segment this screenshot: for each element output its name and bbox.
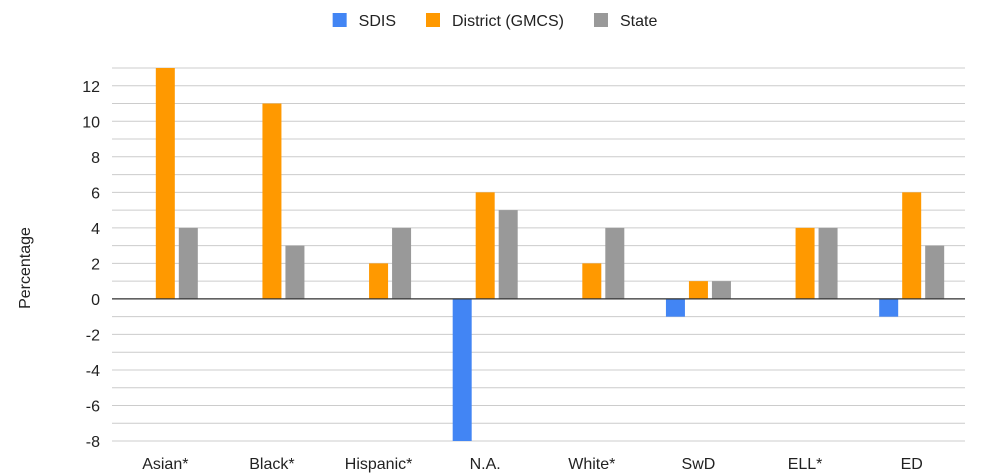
bar-district-gmcs xyxy=(688,281,708,299)
bar-district-gmcs xyxy=(902,192,922,299)
x-tick-label: N.A. xyxy=(470,456,501,473)
x-tick-label: Hispanic* xyxy=(345,456,413,473)
y-tick-label: -6 xyxy=(86,398,100,415)
bar-district-gmcs xyxy=(369,263,389,299)
bar-state xyxy=(285,245,305,299)
x-tick-label: SwD xyxy=(682,456,716,473)
y-axis-title: Percentage xyxy=(17,227,34,309)
x-axis-ticks: Asian* Black* Hispanic* N.A. White* SwD ELL* ED xyxy=(142,456,923,473)
y-tick-label: 0 xyxy=(91,292,100,309)
bar-district-gmcs xyxy=(155,68,175,299)
bar-state xyxy=(711,281,731,299)
legend-swatch xyxy=(332,13,347,27)
legend-label: District (GMCS) xyxy=(452,13,564,30)
bars xyxy=(155,68,945,441)
y-tick-label: 4 xyxy=(91,221,100,238)
bar-state xyxy=(392,227,412,299)
y-tick-label: 2 xyxy=(91,256,100,273)
bar-sdis xyxy=(879,298,899,317)
bar-district-gmcs xyxy=(795,227,815,299)
legend-label: State xyxy=(620,13,657,30)
legend-swatch xyxy=(426,13,440,27)
bar-state xyxy=(605,227,625,299)
bar-district-gmcs xyxy=(582,263,602,299)
bar-sdis xyxy=(665,298,685,317)
bar-district-gmcs xyxy=(475,192,495,299)
x-tick-label: Black* xyxy=(249,456,294,473)
y-tick-label: -4 xyxy=(86,363,100,380)
y-tick-label: 12 xyxy=(82,79,100,96)
x-tick-label: ED xyxy=(901,456,923,473)
bar-state xyxy=(925,245,945,299)
bar-state xyxy=(498,210,518,299)
x-tick-label: Asian* xyxy=(142,456,188,473)
y-axis-ticks: 12 10 8 6 4 2 0 -2 -4 -6 -8 xyxy=(82,79,100,451)
bar-district-gmcs xyxy=(262,103,282,299)
x-tick-label: White* xyxy=(568,456,615,473)
legend: SDIS District (GMCS) State xyxy=(332,13,657,30)
y-tick-label: -8 xyxy=(86,434,100,451)
bar-state xyxy=(178,227,198,299)
bar-sdis xyxy=(452,298,472,441)
y-tick-label: 6 xyxy=(91,185,100,202)
y-tick-label: 8 xyxy=(91,150,100,167)
y-tick-label: -2 xyxy=(86,327,100,344)
legend-label: SDIS xyxy=(359,13,396,30)
x-tick-label: ELL* xyxy=(788,456,823,473)
y-tick-label: 10 xyxy=(82,114,100,131)
bar-state xyxy=(818,227,838,299)
legend-swatch xyxy=(593,13,608,27)
